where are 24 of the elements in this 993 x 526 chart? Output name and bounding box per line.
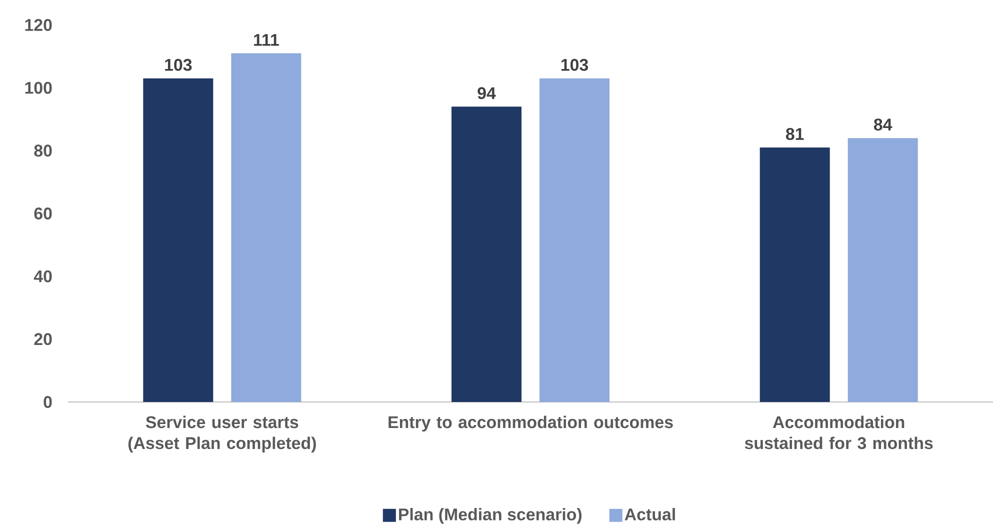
bar xyxy=(143,78,214,402)
legend-label: Actual xyxy=(624,508,675,520)
bar xyxy=(231,53,302,402)
x-tick-label: Accommodation sustained for 3 months xyxy=(744,416,933,450)
y-tick-label: 40 xyxy=(34,270,52,282)
y-tick-label: 80 xyxy=(34,144,52,157)
data-label: 103 xyxy=(561,58,588,71)
data-label: 103 xyxy=(165,58,192,71)
y-tick-label: 100 xyxy=(25,82,52,94)
x-tick-label: Entry to accommodation outcomes xyxy=(388,416,673,432)
y-tick-label: 60 xyxy=(34,208,52,220)
data-label: 84 xyxy=(874,118,892,131)
y-tick-label: 0 xyxy=(44,396,52,408)
bar xyxy=(452,106,522,402)
x-tick-label: Service user starts (Asset Plan completed) xyxy=(128,416,316,452)
data-label: 81 xyxy=(786,128,804,140)
y-tick-label: 20 xyxy=(34,333,52,346)
legend-label: Plan (Median scenario) xyxy=(399,508,582,524)
data-label: 94 xyxy=(478,87,496,100)
bar xyxy=(760,148,830,402)
bar xyxy=(540,78,610,402)
bar xyxy=(848,138,918,402)
y-tick-label: 120 xyxy=(25,19,52,31)
data-label: 111 xyxy=(254,34,279,46)
